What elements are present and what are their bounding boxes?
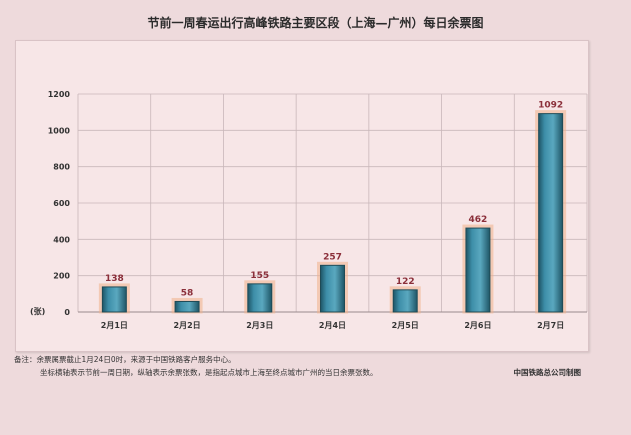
note-axes: 坐标横轴表示节前一周日期，纵轴表示余票张数，是指起点城市上海至终点城市广州的当日… (40, 368, 378, 377)
y-axis-label: (张) (30, 307, 45, 316)
credit-text: 中国铁路总公司制图 (513, 368, 582, 377)
bar (320, 264, 345, 313)
bar (101, 286, 127, 313)
bar-value-label: 58 (181, 288, 194, 298)
y-tick-label: 600 (53, 199, 70, 208)
y-tick-label: 1000 (48, 126, 71, 135)
x-tick-label: 2月3日 (246, 321, 273, 330)
x-tick-label: 2月2日 (174, 321, 201, 330)
bar-value-label: 122 (396, 277, 415, 287)
y-tick-label: 200 (53, 272, 70, 281)
bar (247, 283, 273, 313)
bar (465, 227, 491, 313)
y-tick-label: 400 (53, 235, 70, 244)
bar (392, 289, 418, 313)
y-tick-label: 800 (53, 163, 70, 172)
y-tick-label: 1200 (48, 90, 71, 99)
bar (538, 113, 564, 313)
x-tick-label: 2月5日 (392, 321, 419, 330)
x-tick-label: 2月4日 (319, 321, 346, 330)
bar (174, 300, 200, 313)
y-tick-label: 0 (64, 308, 70, 317)
chart-title: 节前一周春运出行高峰铁路主要区段（上海—广州）每日余票图 (147, 16, 484, 30)
bar-value-label: 155 (250, 271, 269, 281)
bar-value-label: 462 (469, 215, 488, 225)
bar-value-label: 1092 (538, 101, 563, 111)
x-tick-label: 2月1日 (101, 321, 128, 330)
x-tick-label: 2月6日 (464, 321, 491, 330)
bar-value-label: 257 (323, 252, 342, 262)
x-tick-label: 2月7日 (537, 321, 564, 330)
bar-value-label: 138 (105, 274, 124, 284)
note-source: 备注：余票属票截止1月24日0时，来源于中国铁路客户服务中心。 (14, 355, 236, 364)
